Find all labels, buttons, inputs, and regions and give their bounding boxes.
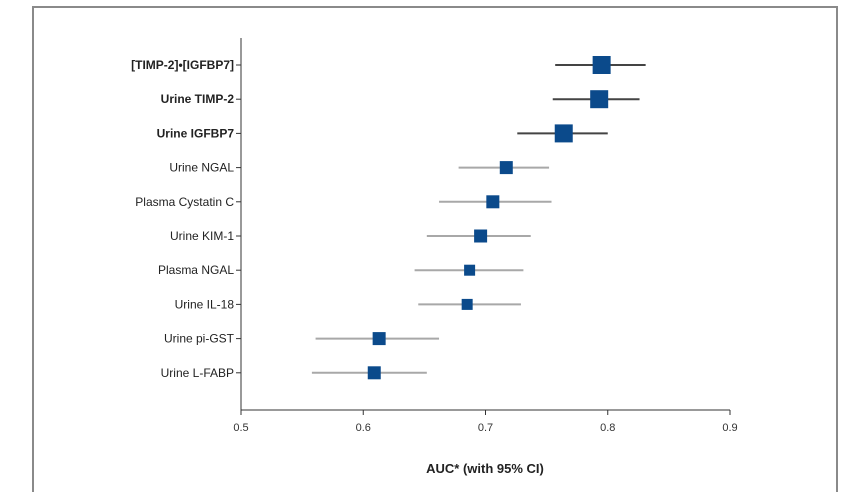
axes: 0.5 0.6 0.7 0.8 0.9 [233, 38, 738, 434]
row-label: Urine L-FABP [161, 366, 234, 380]
auc-marker [499, 161, 513, 175]
x-tick-label: 0.6 [356, 422, 371, 434]
x-tick-label: 0.9 [722, 422, 737, 434]
row-label: Urine NGAL [169, 161, 234, 175]
row-label: Urine IL-18 [175, 297, 235, 311]
row-label: Urine KIM-1 [170, 229, 234, 243]
row-label: [TIMP-2]•[IGFBP7] [131, 58, 234, 72]
rows: [TIMP-2]•[IGFBP7] Urine TIMP-2 Urine IGFBP… [131, 56, 646, 380]
row-label: Urine TIMP-2 [161, 92, 235, 106]
x-tick-label: 0.5 [233, 422, 248, 434]
auc-marker [592, 56, 611, 74]
auc-marker [461, 298, 473, 310]
auc-marker [590, 90, 609, 109]
figure-frame [32, 6, 838, 492]
x-axis-label: AUC* (with 95% CI) [426, 461, 544, 476]
auc-marker [372, 332, 386, 346]
auc-marker [464, 264, 476, 276]
row-label: Urine IGFBP7 [157, 126, 235, 140]
x-tick-label: 0.7 [478, 422, 493, 434]
row-label: Urine pi-GST [164, 332, 235, 346]
auc-marker [474, 229, 488, 243]
auc-marker [486, 195, 500, 209]
auc-marker [554, 124, 573, 143]
row-label: Plasma Cystatin C [135, 195, 234, 209]
x-tick-label: 0.8 [600, 422, 615, 434]
auc-marker [367, 366, 381, 380]
row-label: Plasma NGAL [158, 263, 234, 277]
